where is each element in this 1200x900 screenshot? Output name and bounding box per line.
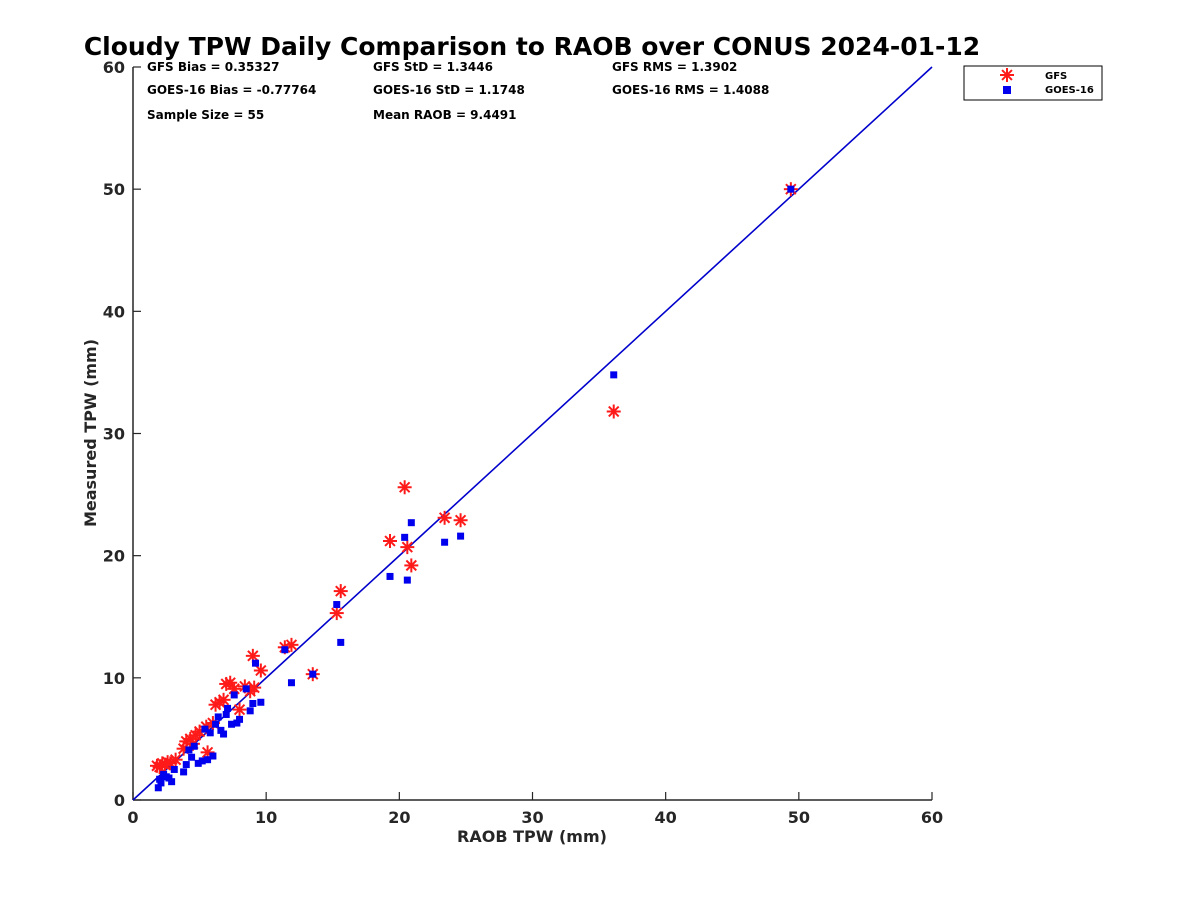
goes16-point: [168, 778, 176, 786]
legend-gfs-asterisk: [1000, 68, 1014, 82]
goes16-point: [386, 572, 394, 580]
goes16-point: [182, 761, 190, 769]
goes16-point: [236, 715, 244, 723]
one-to-one-line: [132, 66, 933, 801]
x-tick-label: 40: [655, 808, 677, 827]
goes16-point: [252, 659, 260, 667]
goes16-point: [230, 691, 238, 699]
x-tick-label: 10: [255, 808, 277, 827]
goes16-point: [257, 698, 265, 706]
goes16-point: [206, 729, 214, 737]
legend-gfs-label: GFS: [1045, 71, 1067, 82]
goes16-point: [222, 710, 230, 718]
gfs-point: [453, 513, 468, 528]
gfs-point: [397, 480, 412, 495]
legend-goes-label: GOES-16: [1045, 85, 1094, 96]
goes16-point: [154, 784, 162, 792]
goes16-point: [457, 532, 465, 540]
chart-title: Cloudy TPW Daily Comparison to RAOB over…: [84, 32, 980, 61]
gfs-point: [383, 534, 398, 549]
gfs-point: [400, 540, 415, 555]
goes16-point: [157, 779, 165, 787]
x-tick-label: 60: [921, 808, 943, 827]
goes16-point: [337, 638, 345, 646]
gfs-point: [437, 510, 452, 525]
goes16-point: [401, 533, 409, 541]
goes16-point: [228, 720, 236, 728]
gfs-point: [333, 584, 348, 599]
goes16-point: [185, 746, 193, 754]
goes16-point: [246, 707, 254, 715]
gfs-point: [404, 558, 419, 573]
goes16-point: [610, 371, 618, 379]
y-tick-label: 0: [114, 791, 125, 810]
stat-goes-rms: GOES-16 RMS = 1.4088: [612, 83, 769, 97]
y-tick-label: 60: [103, 58, 125, 77]
goes16-point: [204, 756, 212, 764]
legend-gfs-marker: [1000, 68, 1014, 82]
goes16-point: [242, 685, 250, 693]
x-tick-label: 0: [127, 808, 138, 827]
x-tick-label: 20: [388, 808, 410, 827]
gfs-point: [168, 752, 183, 767]
gfs-point: [253, 663, 268, 678]
y-tick-label: 50: [103, 180, 125, 199]
goes16-point: [309, 670, 317, 678]
goes16-point: [333, 601, 341, 609]
gfs-point: [606, 404, 621, 419]
goes16-point: [194, 759, 202, 767]
stat-gfs-bias: GFS Bias = 0.35327: [147, 60, 279, 74]
gfs-point: [232, 702, 247, 717]
goes16-point: [212, 720, 220, 728]
x-axis-label: RAOB TPW (mm): [457, 827, 607, 846]
stat-goes-std: GOES-16 StD = 1.1748: [373, 83, 525, 97]
y-tick-label: 10: [103, 669, 125, 688]
reference-line: [132, 66, 933, 801]
goes16-point: [165, 774, 173, 782]
goes16-point: [787, 185, 795, 193]
goes16-point: [281, 646, 289, 654]
stat-gfs-std: GFS StD = 1.3446: [373, 60, 493, 74]
legend: GFS GOES-16: [963, 65, 1103, 101]
x-tick-label: 50: [788, 808, 810, 827]
plot-axes: 0 10 20 30 40 50 60 0 10 20 30 40 50 60: [103, 58, 943, 827]
gfs-point: [216, 692, 231, 707]
y-tick-label: 30: [103, 425, 125, 444]
goes16-point: [188, 753, 196, 761]
x-tick-label: 30: [521, 808, 543, 827]
goes16-point: [170, 765, 178, 773]
stat-mean-raob: Mean RAOB = 9.4491: [373, 108, 517, 122]
goes16-point: [287, 679, 295, 687]
goes16-point: [180, 768, 188, 776]
goes16-point: [214, 713, 222, 721]
y-tick-label: 20: [103, 547, 125, 566]
legend-goes-marker: [1003, 86, 1011, 94]
stat-sample-size: Sample Size = 55: [147, 108, 264, 122]
goes16-point: [190, 742, 198, 750]
goes16-point: [201, 725, 209, 733]
goes16-point: [209, 752, 217, 760]
legend-box: [963, 65, 1103, 101]
goes16-point: [198, 757, 206, 765]
goes16-point: [224, 704, 232, 712]
stat-goes-bias: GOES-16 Bias = -0.77764: [147, 83, 316, 97]
goes16-point: [233, 719, 241, 727]
goes16-point: [220, 730, 228, 738]
stat-gfs-rms: GFS RMS = 1.3902: [612, 60, 737, 74]
y-axis-label: Measured TPW (mm): [81, 339, 100, 527]
goes16-point: [441, 538, 449, 546]
goes16-point: [403, 576, 411, 584]
goes16-point: [156, 775, 164, 783]
goes16-point: [217, 726, 225, 734]
y-tick-label: 40: [103, 302, 125, 321]
data-points: [149, 182, 798, 792]
goes16-point: [407, 519, 415, 527]
gfs-point: [329, 606, 344, 621]
legend-goes-square: [1003, 86, 1011, 94]
goes16-point: [249, 699, 257, 707]
